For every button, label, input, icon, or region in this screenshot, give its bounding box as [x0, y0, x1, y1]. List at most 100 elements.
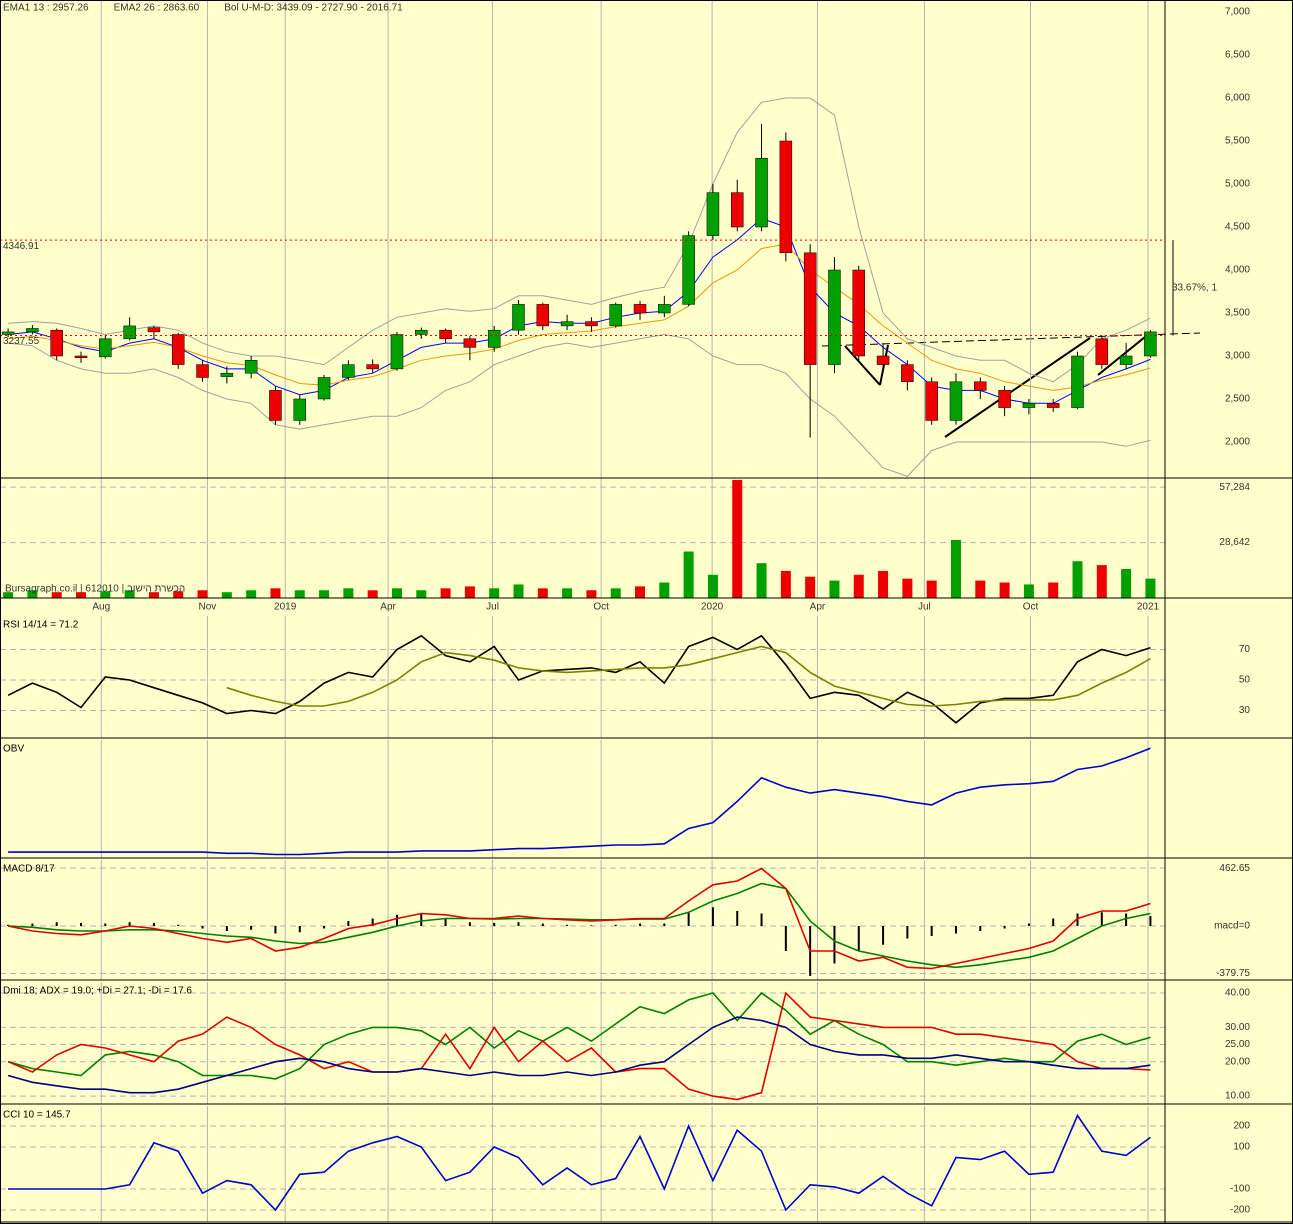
- volume-bar: [367, 590, 378, 598]
- volume-bar: [1023, 584, 1034, 598]
- annotation: 33.67%, 1: [1172, 283, 1217, 294]
- y-tick-label: 2,500: [1225, 394, 1250, 405]
- y-tick-label: 3,500: [1225, 308, 1250, 319]
- y-tick-label: 10.00: [1225, 1091, 1250, 1102]
- volume-bar: [319, 590, 330, 598]
- candle-body: [171, 334, 185, 365]
- y-tick-label: macd=0: [1214, 921, 1250, 932]
- y-tick-label: 4,000: [1225, 265, 1250, 276]
- y-tick-label: -379.75: [1216, 968, 1250, 979]
- y-tick-label: 7,000: [1225, 7, 1250, 18]
- series-line: [7, 991, 1151, 1101]
- y-tick-label: 200: [1233, 1121, 1250, 1132]
- legend-entry: EMA1 13 : 2957.26: [3, 3, 89, 14]
- x-tick-label: 2019: [274, 602, 297, 613]
- candle-body: [220, 372, 234, 377]
- candle-body: [852, 269, 866, 357]
- series-line: [7, 867, 1151, 970]
- candle-body: [463, 338, 477, 348]
- candle-body: [682, 235, 695, 305]
- volume-bar: [489, 588, 500, 598]
- y-tick-label: 2,000: [1225, 437, 1250, 448]
- volume-bar: [343, 588, 354, 598]
- volume-bar: [853, 574, 864, 598]
- candle-body: [901, 364, 914, 383]
- volume-bar: [416, 590, 427, 598]
- volume-bar: [221, 592, 232, 598]
- y-tick-label: -200: [1230, 1205, 1250, 1216]
- candle-body: [755, 157, 768, 228]
- trend-line: [944, 337, 1091, 438]
- candle-body: [585, 321, 598, 327]
- series-line: [8, 1113, 1151, 1212]
- x-tick-label: Jul: [918, 602, 931, 613]
- series-line: [7, 634, 1151, 724]
- candle-body: [487, 329, 501, 348]
- candle-body: [998, 390, 1011, 408]
- volume-bar: [610, 588, 621, 598]
- volume-bar: [294, 590, 305, 598]
- series-line: [8, 243, 1151, 391]
- series-line: [7, 1016, 1151, 1094]
- y-tick-label: 25.00: [1225, 1039, 1250, 1050]
- candle-body: [536, 304, 550, 327]
- legend-entry: EMA2 26 : 2863.60: [114, 3, 200, 14]
- y-tick-label: 100: [1233, 1142, 1250, 1153]
- y-tick-label: 30.00: [1225, 1022, 1250, 1033]
- volume-bar: [805, 576, 816, 598]
- y-tick-label: 6,000: [1225, 93, 1250, 104]
- candle-body: [1095, 338, 1109, 365]
- series-line: [226, 645, 1151, 707]
- volume-bar: [391, 588, 402, 598]
- volume-bar: [780, 570, 791, 598]
- volume-bar: [3, 592, 14, 598]
- candle-body: [1022, 403, 1036, 408]
- candle-body: [439, 329, 452, 340]
- candle-body: [1071, 355, 1084, 408]
- y-tick-label: 70: [1239, 644, 1251, 655]
- volume-bar: [829, 580, 840, 598]
- volume-bar: [51, 592, 62, 598]
- volume-bar: [440, 588, 451, 598]
- y-tick-label: 462.65: [1219, 863, 1250, 874]
- candle-body: [876, 355, 890, 365]
- y-tick-label: -100: [1230, 1184, 1250, 1195]
- volume-bar: [635, 586, 646, 598]
- volume-bar: [975, 580, 986, 598]
- series-line: [8, 747, 1151, 856]
- candle-body: [342, 364, 355, 378]
- volume-bar: [562, 588, 573, 598]
- watermark: Bursagraph.co.il | 612010 | הכשרת הישוב: [5, 584, 185, 595]
- candle-body: [828, 269, 841, 365]
- series-line: [8, 97, 1151, 383]
- candle-body: [196, 364, 209, 378]
- panel-title: CCI 10 = 145.7: [3, 1110, 71, 1121]
- x-tick-label: 2021: [1137, 602, 1160, 613]
- volume-bar: [270, 588, 281, 598]
- volume-bar: [950, 539, 961, 598]
- candle-body: [415, 329, 428, 335]
- panel-title: RSI 14/14 = 71.2: [3, 620, 79, 631]
- y-tick-label: 40.00: [1225, 988, 1250, 999]
- x-tick-label: 2020: [701, 602, 724, 613]
- volume-bar: [926, 580, 937, 598]
- x-tick-label: Apr: [810, 602, 826, 613]
- y-tick-label: 57,284: [1219, 482, 1250, 493]
- trend-line: [879, 344, 889, 386]
- volume-bar: [707, 574, 718, 598]
- candle-body: [974, 381, 987, 391]
- volume-bar: [464, 586, 475, 598]
- candle-body: [1144, 331, 1157, 357]
- volume-bar: [1048, 582, 1059, 598]
- y-tick-label: 6,500: [1225, 50, 1250, 61]
- volume-bar: [999, 582, 1010, 598]
- volume-bar: [1096, 565, 1107, 598]
- candle-body: [779, 140, 793, 254]
- y-tick-label: 5,500: [1225, 136, 1250, 147]
- candle-body: [269, 390, 282, 421]
- candle-body: [803, 252, 817, 365]
- x-tick-label: Aug: [92, 602, 110, 613]
- y-tick-label: 5,000: [1225, 179, 1250, 190]
- x-tick-label: Apr: [380, 602, 396, 613]
